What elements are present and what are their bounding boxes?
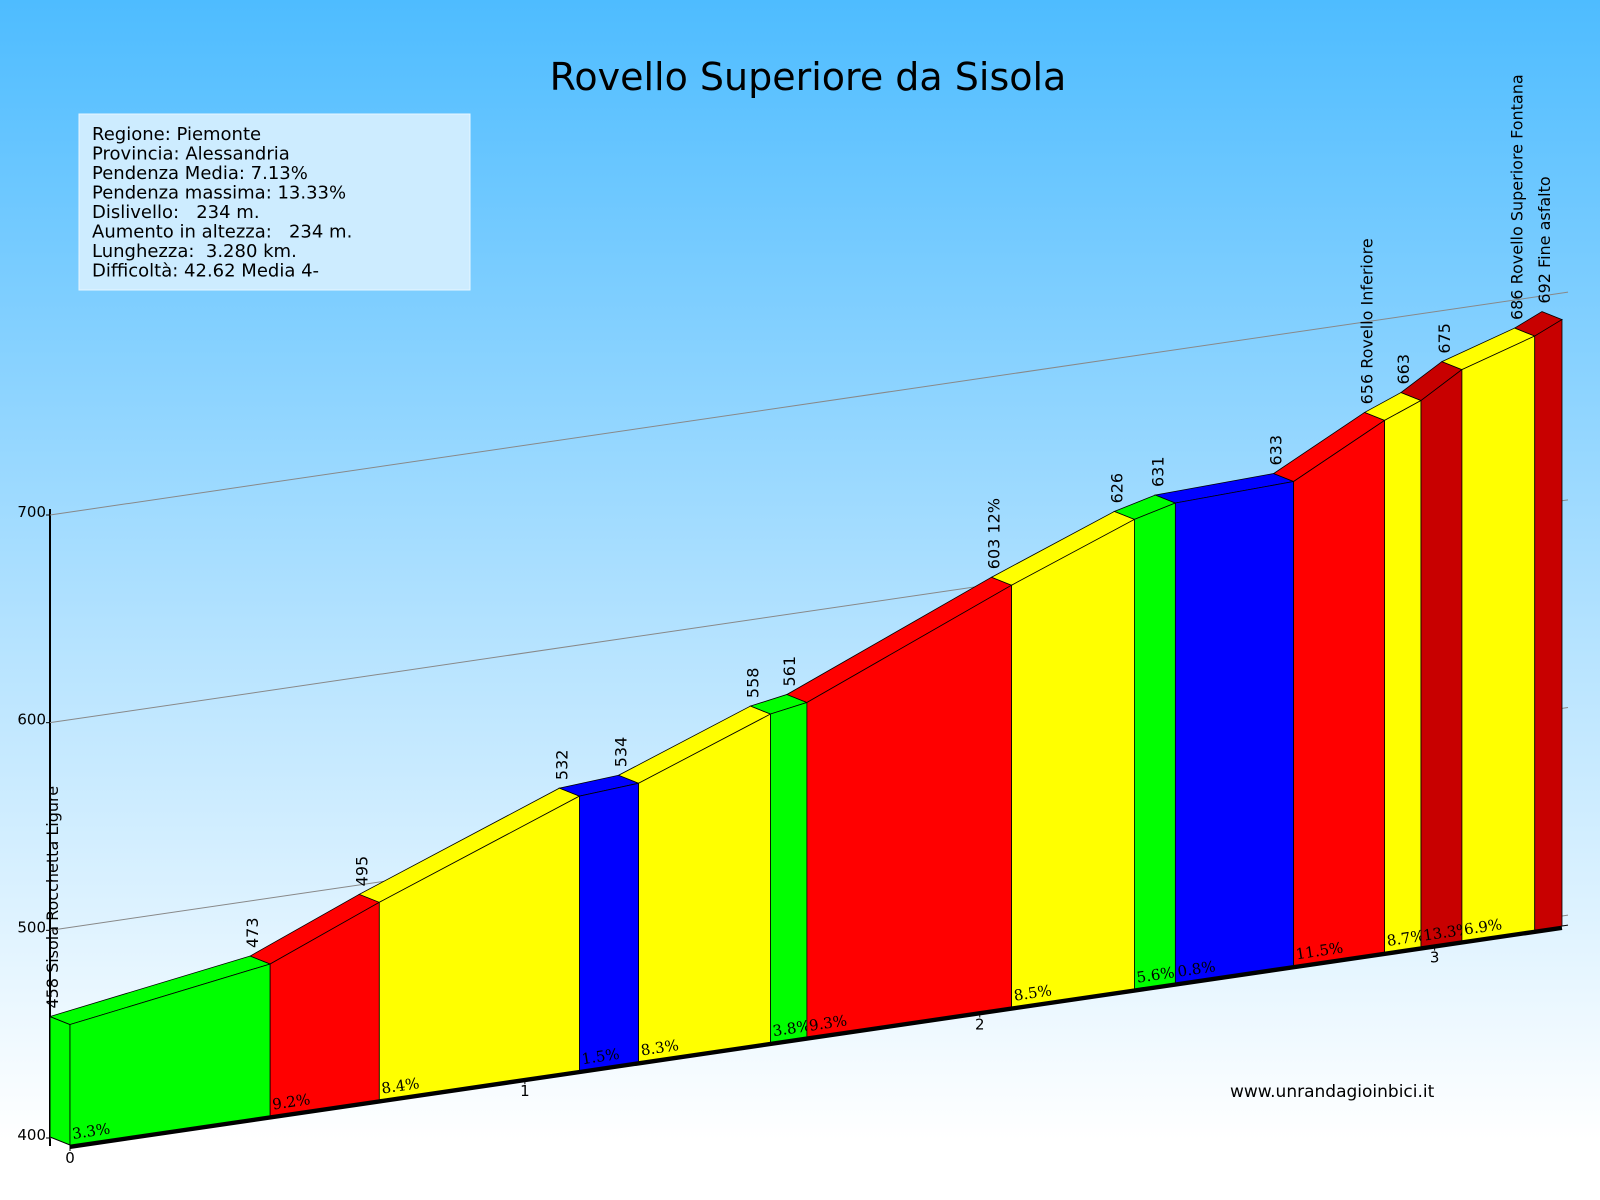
elevation-label: 675 [1435, 323, 1454, 354]
elevation-label: 663 [1394, 354, 1413, 385]
elevation-label: 633 [1267, 435, 1286, 466]
elevation-label: 561 [780, 656, 799, 687]
segment [1134, 502, 1176, 990]
grid-line [49, 291, 1569, 516]
elevation-label: 534 [612, 737, 631, 768]
elevation-label: 686 Rovello Superiore Fontana [1508, 74, 1527, 320]
x-tick-label: 1 [520, 1082, 530, 1100]
elevation-label: 458 Sisola Rocchetta Ligure [43, 786, 62, 1009]
y-tick-label: 400 [17, 1126, 46, 1144]
info-line: Aumento in altezza: 234 m. [92, 222, 352, 243]
info-line: Provincia: Alessandria [92, 144, 290, 165]
grade-label: 1.5% [580, 1045, 620, 1068]
grade-label: 5.6% [1135, 963, 1175, 986]
info-line: Regione: Piemonte [92, 124, 261, 145]
elevation-label: 631 [1148, 456, 1167, 487]
info-line: Pendenza Media: 7.13% [92, 163, 308, 184]
info-line: Difficoltà: 42.62 Media 4- [92, 261, 319, 282]
x-tick-label: 3 [1430, 949, 1440, 967]
x-tick-label: 2 [975, 1015, 985, 1033]
base-edge [1561, 924, 1569, 927]
elevation-label: 603 12% [985, 498, 1004, 569]
segment [1461, 335, 1536, 942]
segment [1011, 518, 1135, 1008]
elevation-label: 558 [744, 668, 763, 699]
segment [1293, 419, 1385, 966]
elevation-label: 532 [552, 750, 571, 781]
elevation-label: 473 [243, 917, 262, 948]
info-line: Lunghezza: 3.280 km. [92, 241, 297, 262]
grade-label: 9.3% [808, 1011, 848, 1034]
grade-label: 8.5% [1013, 981, 1053, 1004]
side-face [49, 1015, 71, 1146]
segment [1174, 481, 1295, 984]
info-line: Pendenza massima: 13.33% [92, 183, 346, 204]
grade-label: 8.4% [380, 1074, 420, 1097]
elevation-label: 626 [1107, 473, 1126, 504]
grade-label: 3.8% [771, 1017, 811, 1040]
info-line: Dislivello: 234 m. [92, 202, 260, 223]
elevation-label: 656 Rovello Inferiore [1358, 238, 1377, 404]
grade-label: 3.3% [71, 1120, 111, 1143]
base-line [69, 925, 1563, 1149]
grade-label: 9.2% [271, 1090, 311, 1113]
credit: www.unrandagioinbici.it [1230, 1082, 1435, 1102]
info-box [78, 113, 471, 291]
segment [1384, 399, 1422, 953]
x-tick-label: 0 [65, 1149, 75, 1167]
y-tick-label: 600 [17, 711, 46, 729]
y-tick-label: 700 [17, 503, 46, 521]
elevation-label: 495 [352, 856, 371, 887]
grade-label: 0.8% [1176, 957, 1216, 980]
chart-title: Rovello Superiore da Sisola [550, 55, 1067, 99]
segment [1420, 368, 1463, 948]
segment [1534, 318, 1563, 931]
y-tick-label: 500 [17, 918, 46, 936]
segment [770, 701, 808, 1043]
grade-label: 8.3% [640, 1036, 680, 1059]
segment [579, 782, 639, 1071]
grade-label: 8.7% [1386, 927, 1426, 950]
grade-label: 6.9% [1463, 915, 1503, 938]
elevation-label: 692 Fine asfalto [1535, 176, 1554, 303]
